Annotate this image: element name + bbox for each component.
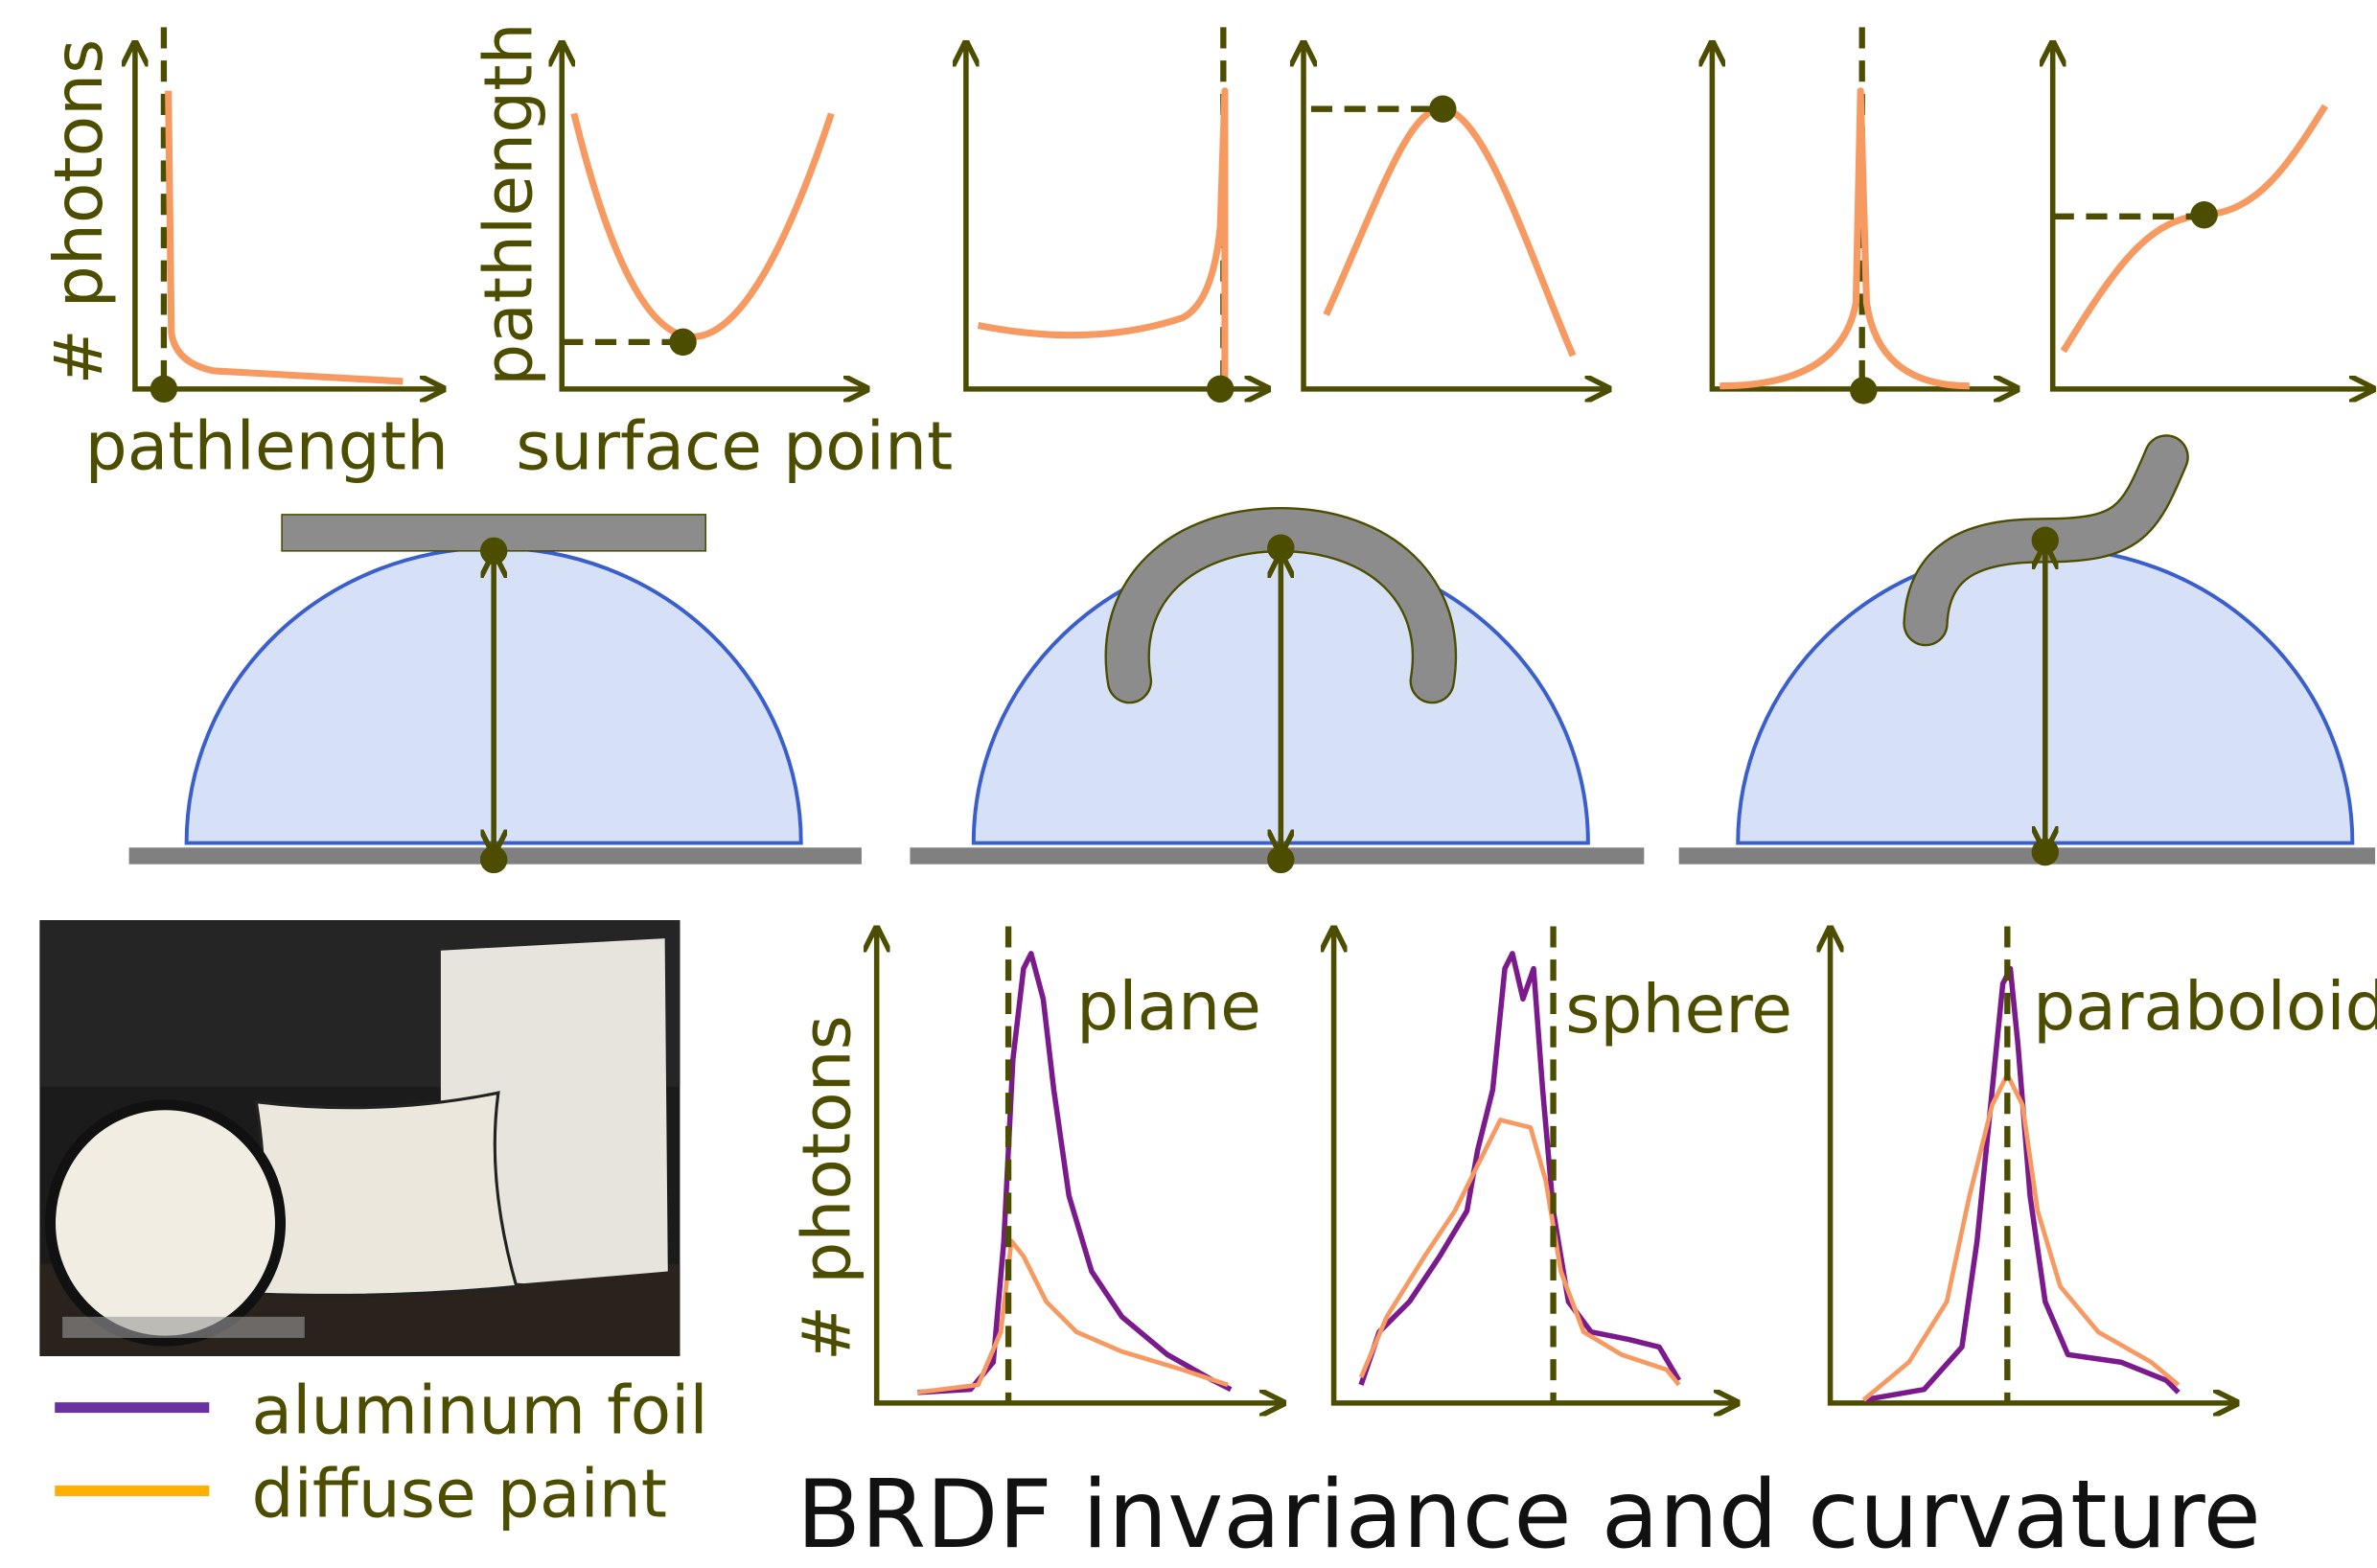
dot (480, 538, 507, 565)
dot (1850, 377, 1877, 404)
legend-label: aluminum foil (252, 1372, 708, 1449)
y-label: # photons (41, 39, 118, 385)
stand (62, 1317, 305, 1338)
dot (2032, 839, 2059, 865)
legend-label: diffuse paint (252, 1456, 668, 1533)
dot (2190, 201, 2217, 228)
dot (2032, 527, 2059, 554)
dot (480, 846, 507, 873)
y-label: pathlength (472, 22, 548, 385)
plot-label: plane (1076, 969, 1261, 1046)
cylinder (50, 1105, 280, 1341)
y-label: # photons (789, 1015, 865, 1361)
dot (150, 376, 177, 403)
x-label: surface point (516, 409, 953, 486)
dot (1267, 534, 1294, 561)
dot (669, 329, 696, 356)
figure: # photons pathlength pathlength surface … (0, 0, 2377, 1568)
geometry (129, 457, 2375, 873)
curved-sheet (256, 1093, 517, 1295)
dot (1207, 376, 1234, 403)
plot-label: paraboloid (2033, 969, 2377, 1046)
photo (39, 920, 680, 1356)
dot (1267, 846, 1294, 873)
title: BRDF invariance and curvature (796, 1461, 2261, 1568)
plot-label: sphere (1565, 972, 1792, 1049)
ground (1679, 847, 2375, 864)
x-label: pathlength (85, 409, 449, 486)
dot (1429, 95, 1456, 122)
